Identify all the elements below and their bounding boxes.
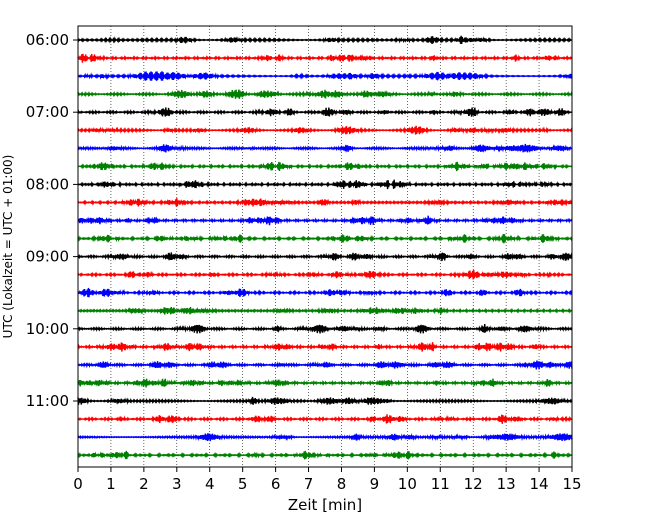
trace-0645 [77,89,573,99]
x-tick-label: 1 [106,475,116,493]
trace-0730 [77,143,573,154]
x-tick-label: 11 [431,475,450,493]
x-tick-label: 0 [73,475,83,493]
trace-0900 [77,252,573,262]
x-axis-label: Zeit [min] [288,496,362,514]
trace-1000 [77,324,573,334]
x-tick-label: 14 [530,475,549,493]
trace-0915 [77,270,573,280]
x-tick-label: 10 [398,475,417,493]
x-tick-label: 15 [562,475,581,493]
plot-frame [77,25,573,468]
trace-group [77,35,573,460]
trace-0815 [77,198,573,207]
trace-0700 [77,107,573,117]
x-tick-label: 2 [139,475,149,493]
trace-0800 [77,179,573,190]
x-tick-label: 3 [172,475,182,493]
x-tick-label: 5 [238,475,248,493]
trace-1115 [77,414,573,424]
trace-0930 [77,287,573,298]
y-axis-label: UTC (Lokalzeit = UTC + 01:00) [1,155,15,339]
trace-0600 [77,35,573,45]
y-tick-label: 09:00 [26,248,69,266]
y-tick-label: 08:00 [26,175,69,193]
trace-1030 [77,360,573,370]
x-tick-label: 4 [205,475,215,493]
trace-0715 [77,125,573,135]
trace-1045 [77,378,573,388]
y-tick-label: 06:00 [26,31,69,49]
x-tick-label: 9 [370,475,380,493]
trace-0845 [77,233,573,244]
x-axis-ticks: 0 1 2 3 4 5 6 7 8 9 10 11 12 13 14 15 [73,467,582,493]
trace-0630 [77,71,573,81]
y-tick-label: 11:00 [26,392,69,410]
x-tick-label: 13 [497,475,516,493]
y-tick-label: 07:00 [26,103,69,121]
trace-0945 [77,306,573,315]
trace-1130 [77,432,573,442]
x-tick-label: 7 [304,475,314,493]
trace-1015 [77,342,573,352]
trace-0615 [77,53,573,63]
x-tick-label: 6 [271,475,281,493]
trace-1145 [77,450,573,460]
x-tick-label: 8 [337,475,347,493]
trace-1100 [77,396,573,406]
trace-0830 [77,215,573,226]
trace-0745 [77,161,573,172]
y-tick-label: 10:00 [26,320,69,338]
y-axis-ticks: 06:00 07:00 08:00 09:00 10:00 11:00 [26,31,78,410]
x-tick-label: 12 [464,475,483,493]
